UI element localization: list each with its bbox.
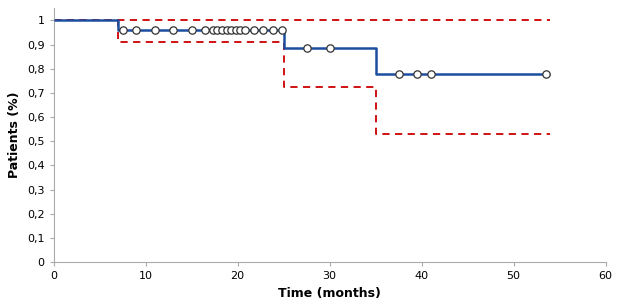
Point <box>240 27 250 32</box>
Point <box>132 27 142 32</box>
Point <box>217 27 227 32</box>
Point <box>235 27 245 32</box>
Point <box>222 27 232 32</box>
Point <box>249 27 259 32</box>
Point <box>150 27 160 32</box>
Point <box>201 27 211 32</box>
Point <box>208 27 218 32</box>
Point <box>277 27 287 32</box>
Point <box>258 27 268 32</box>
Y-axis label: Patients (%): Patients (%) <box>8 92 21 178</box>
Point <box>231 27 241 32</box>
Point <box>117 27 127 32</box>
Point <box>168 27 178 32</box>
Point <box>412 71 422 76</box>
X-axis label: Time (months): Time (months) <box>278 287 381 300</box>
Point <box>541 71 551 76</box>
Point <box>226 27 236 32</box>
Point <box>268 27 278 32</box>
Point <box>186 27 196 32</box>
Point <box>394 71 404 76</box>
Point <box>212 27 222 32</box>
Point <box>302 45 312 50</box>
Point <box>325 45 335 50</box>
Point <box>426 71 436 76</box>
